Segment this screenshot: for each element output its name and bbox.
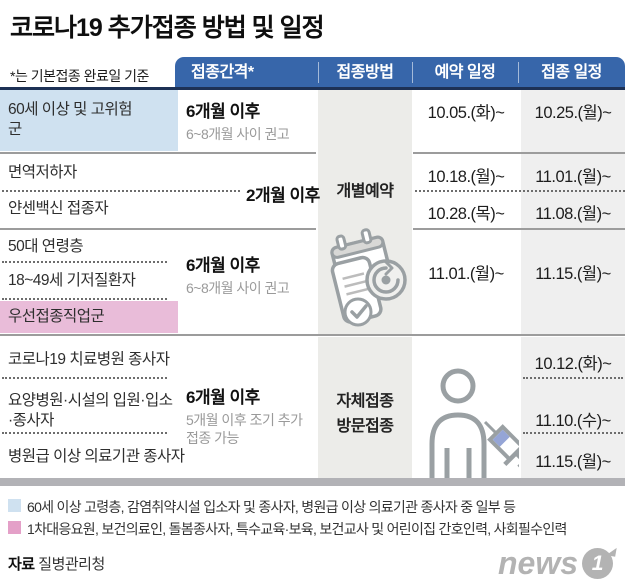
vaccination-cell-bg: [521, 230, 625, 334]
row-separator: [0, 152, 316, 154]
header-divider: [318, 62, 319, 83]
legend-pink-swatch: [8, 521, 21, 534]
person-syringe-icon: [429, 368, 519, 478]
target-group: 얀센백신 접종자: [8, 200, 109, 217]
legend-item-blue: 60세 이상 고령층, 감염취약시설 입소자 및 종사자, 병원급 이상 의료기…: [8, 497, 622, 517]
target-group: 50대 연령층: [8, 238, 84, 255]
dotted-separator: [2, 377, 167, 379]
dotted-separator: [523, 432, 623, 434]
vaccination-date: 11.15.(월)~: [535, 265, 611, 283]
target-group: 60세 이상 및 고위험군: [8, 101, 132, 139]
vaccination-date: 11.10.(수)~: [535, 412, 611, 430]
reservation-date: 10.18.(월)~: [427, 168, 505, 186]
interval-sub: 6~8개월 사이 권고: [186, 126, 290, 142]
header-divider: [412, 62, 413, 83]
page-title: 코로나19 추가접종 방법 및 일정: [10, 14, 325, 42]
source-label: 자료: [8, 556, 35, 573]
dotted-separator: [2, 190, 240, 192]
legend-item-pink: 1차대응요원, 보건의료인, 돌봄종사자, 특수교육·보육, 보건교사 및 어린…: [8, 519, 622, 539]
highlight-cell-elderly: 60세 이상 및 고위험군: [0, 90, 178, 151]
row-separator: [413, 152, 625, 154]
interval-main: 6개월 이후: [186, 388, 260, 407]
target-group: 18~49세 기저질환자: [8, 272, 136, 289]
news1-logo-text: news: [498, 545, 579, 581]
target-group: 코로나19 치료병원 종사자: [8, 351, 170, 368]
news1-logo-badge: 1: [582, 545, 617, 579]
target-group: 병원급 이상 의료기관 종사자: [8, 448, 185, 465]
interval-sub: 6~8개월 사이 권고: [186, 280, 290, 296]
vaccination-date: 11.15.(월)~: [535, 453, 611, 471]
table-header: 접종간격* 접종방법 예약 일정 접종 일정: [175, 57, 625, 88]
interval-main: 6개월 이후: [186, 102, 260, 121]
header-underline: [0, 87, 625, 90]
highlight-cell-priority-jobs: 우선접종직업군: [0, 301, 178, 333]
vaccination-date: 11.08.(월)~: [535, 205, 611, 223]
method-cell-self: [318, 337, 412, 478]
method-individual-label: 개별예약: [336, 183, 394, 200]
row-separator: [413, 228, 625, 230]
dotted-separator: [2, 432, 167, 434]
vaccination-date: 10.12.(화)~: [534, 355, 612, 373]
vaccination-cell-bg: [521, 90, 625, 152]
source-line: 자료 질병관리청: [8, 553, 105, 574]
header-divider: [518, 62, 519, 83]
interval-sub: 5개월 이후 조기 추가접종 가능: [186, 412, 303, 447]
interval-main: 6개월 이후: [186, 256, 260, 275]
vaccination-date: 11.01.(월)~: [535, 168, 611, 186]
legend-text: 60세 이상 고령층, 감염취약시설 입소자 및 종사자, 병원급 이상 의료기…: [27, 499, 516, 515]
row-separator: [0, 228, 316, 230]
dotted-separator: [2, 298, 167, 300]
column-header-reservation: 예약 일정: [434, 64, 496, 81]
legend-text: 1차대응요원, 보건의료인, 돌봄종사자, 특수교육·보육, 보건교사 및 어린…: [27, 521, 567, 537]
vaccination-date: 10.25.(월)~: [534, 104, 612, 122]
interval-cell: 6개월 이후 5개월 이후 조기 추가접종 가능: [186, 383, 312, 447]
legend-blue-swatch: [8, 499, 21, 512]
source-value: 질병관리청: [38, 556, 105, 573]
target-group: 면역저하자: [8, 164, 77, 181]
news1-logo: news 1: [498, 545, 617, 581]
dotted-separator: [523, 377, 623, 379]
reservation-date: 11.01.(월)~: [428, 265, 504, 283]
method-self-line2: 방문접종: [336, 417, 394, 435]
target-group: 요양병원·시설의 입원·입소·종사자: [8, 392, 173, 430]
interval-main: 2개월 이후: [246, 186, 320, 205]
news1-logo-flag: [606, 545, 617, 557]
method-self-line1: 자체접종: [336, 393, 394, 410]
table-bottom-bar: [0, 478, 625, 486]
column-header-method: 접종방법: [336, 64, 394, 81]
column-header-interval: 접종간격*: [191, 64, 254, 81]
calendar-check-refresh-icon: [330, 228, 407, 327]
column-header-vaccination: 접종 일정: [541, 64, 602, 81]
base-dose-note: *는 기본접종 완료일 기준: [10, 68, 149, 84]
row-separator: [0, 334, 625, 336]
interval-cell: 6개월 이후 6~8개월 사이 권고: [186, 251, 314, 297]
method-self-label: 자체접종 방문접종: [318, 390, 412, 440]
reservation-date: 10.05.(화)~: [427, 104, 505, 122]
target-group: 우선접종직업군: [8, 308, 105, 325]
dotted-separator: [2, 261, 167, 263]
dotted-separator: [415, 190, 625, 192]
vaccination-cell-bg: [521, 337, 625, 478]
reservation-date: 10.28.(목)~: [427, 205, 505, 223]
news1-logo-number: 1: [591, 551, 604, 575]
interval-cell: 6개월 이후 6~8개월 사이 권고: [186, 97, 314, 143]
